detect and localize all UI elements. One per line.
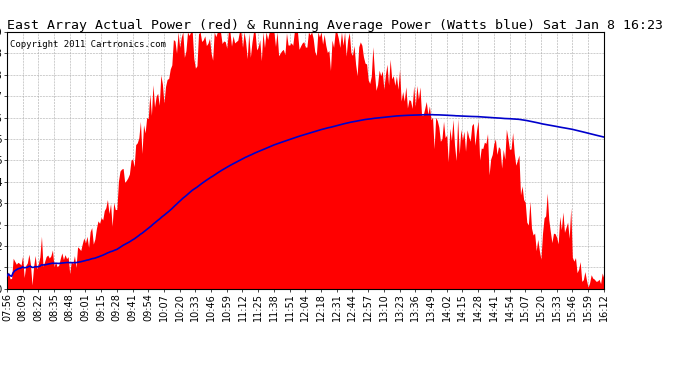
Text: Copyright 2011 Cartronics.com: Copyright 2011 Cartronics.com (10, 40, 166, 49)
Text: East Array Actual Power (red) & Running Average Power (Watts blue) Sat Jan 8 16:: East Array Actual Power (red) & Running … (7, 19, 663, 32)
